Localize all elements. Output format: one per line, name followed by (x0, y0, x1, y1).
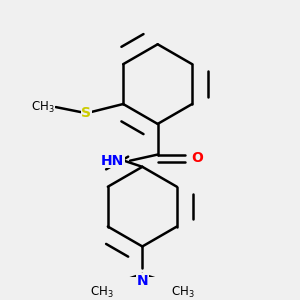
Text: CH$_3$: CH$_3$ (31, 100, 54, 115)
Text: N: N (136, 274, 148, 288)
Text: S: S (81, 106, 92, 120)
Text: O: O (191, 151, 203, 165)
Text: HN: HN (101, 154, 124, 168)
Text: CH$_3$: CH$_3$ (171, 285, 195, 300)
Text: CH$_3$: CH$_3$ (89, 285, 113, 300)
